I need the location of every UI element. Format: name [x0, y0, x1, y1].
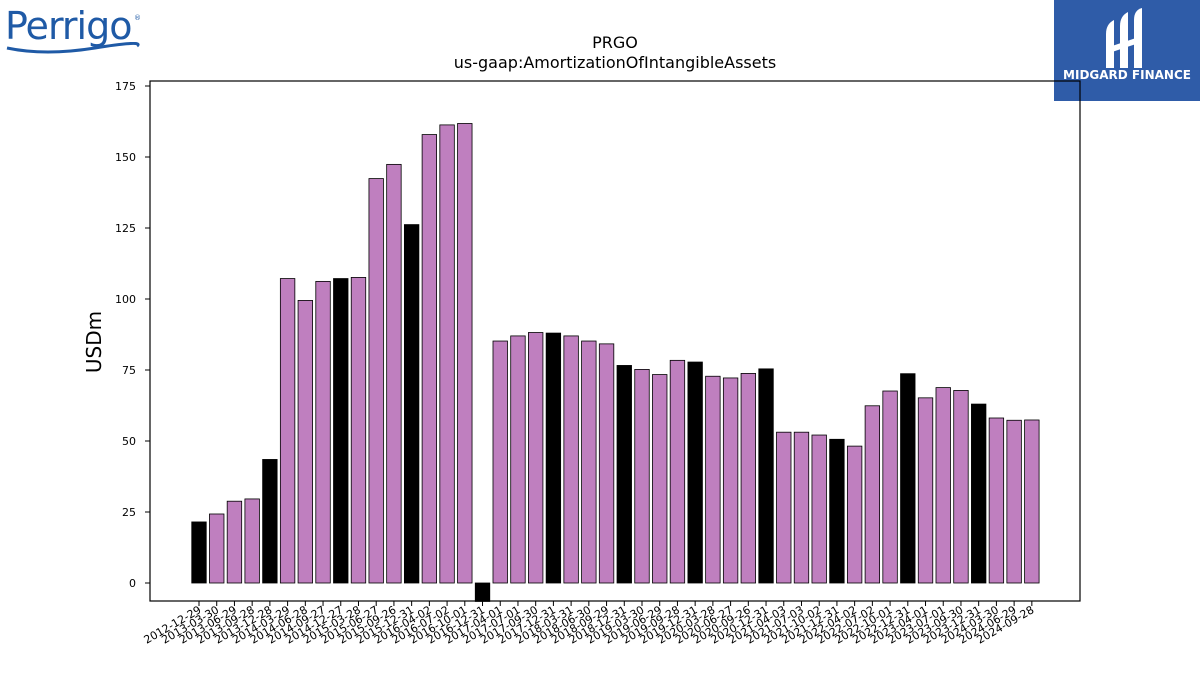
y-axis: 0 25 50 75 100 125 150 175 [115, 80, 150, 590]
bar-2012-12-29 [191, 521, 207, 584]
bar-2018-06-30 [581, 340, 597, 584]
bar-2019-12-31 [687, 361, 703, 584]
x-axis: 2012-12-292013-03-302013-06-292013-09-28… [142, 601, 1036, 647]
bar-2017-09-30 [528, 332, 544, 584]
bar-2019-09-28 [669, 359, 686, 584]
bar-2014-03-29 [279, 278, 296, 584]
chart-title: PRGO [592, 33, 638, 52]
bar-2023-09-30 [953, 390, 969, 584]
bar-2017-04-01 [492, 340, 508, 584]
bar-2013-03-30 [209, 513, 225, 584]
bar-2015-12-31 [403, 224, 420, 584]
bar-2016-07-02 [439, 124, 455, 584]
y-tick-label: 0 [129, 577, 136, 590]
bar-2013-06-29 [226, 500, 243, 584]
bar-2018-03-31 [563, 335, 579, 584]
y-tick-label: 175 [115, 80, 136, 93]
bar-2017-07-01 [510, 335, 526, 584]
bar-2015-03-28 [350, 277, 367, 584]
bar-2022-12-31 [900, 373, 916, 584]
bar-2014-06-28 [297, 300, 313, 584]
bar-2021-12-31 [829, 438, 845, 584]
bar-2022-07-02 [864, 405, 881, 584]
bar-2023-07-01 [935, 387, 951, 584]
bar-2014-09-27 [315, 280, 331, 584]
bar-2021-04-03 [776, 431, 792, 584]
bar-2020-09-26 [740, 373, 756, 584]
bar-2018-12-31 [616, 365, 632, 584]
bar-2013-09-28 [244, 498, 260, 584]
bars-group [191, 123, 1040, 602]
bar-2015-06-27 [368, 178, 384, 584]
bar-2016-04-02 [421, 134, 438, 584]
y-tick-label: 50 [122, 435, 136, 448]
bar-2023-04-01 [917, 397, 934, 584]
bar-2019-06-29 [652, 374, 668, 584]
bar-2021-07-03 [793, 431, 810, 584]
bar-2015-09-26 [386, 163, 402, 584]
bar-2024-03-30 [988, 417, 1005, 584]
registered-mark: ® [134, 14, 141, 22]
bar-2018-09-29 [598, 343, 615, 584]
y-tick-label: 100 [115, 293, 136, 306]
midgard-emblem-icon [1106, 8, 1142, 68]
y-axis-label: USDm [82, 311, 106, 373]
bar-2024-09-28 [1024, 419, 1040, 584]
bar-2022-04-02 [846, 445, 863, 584]
bar-2020-06-27 [722, 377, 739, 584]
plot-frame [149, 80, 1081, 602]
midgard-brand-text: MIDGARD FINANCE [1063, 68, 1191, 82]
bar-2014-12-27 [333, 278, 349, 584]
chart-subtitle: us-gaap:AmortizationOfIntangibleAssets [454, 53, 776, 72]
perrigo-logo-text: Perrigo [5, 4, 132, 48]
bar-2016-10-01 [457, 123, 473, 584]
y-tick-label: 150 [115, 151, 136, 164]
bar-2024-06-29 [1006, 419, 1022, 584]
y-tick-label: 25 [122, 506, 136, 519]
bar-2020-12-31 [758, 368, 774, 584]
bar-2022-10-01 [882, 390, 898, 584]
bar-2023-12-31 [971, 403, 987, 584]
perrigo-logo: Perrigo ® [5, 4, 141, 54]
y-tick-label: 125 [115, 222, 136, 235]
bar-2016-12-31 [474, 582, 491, 602]
bar-2021-10-02 [811, 434, 827, 584]
y-tick-label: 75 [122, 364, 136, 377]
bar-2020-03-28 [705, 375, 721, 584]
perrigo-swoosh-icon [6, 42, 140, 54]
bar-2019-03-30 [634, 369, 650, 584]
bar-2013-12-28 [262, 459, 278, 584]
midgard-finance-logo: MIDGARD FINANCE [1054, 0, 1200, 101]
bar-2017-12-31 [545, 332, 562, 584]
